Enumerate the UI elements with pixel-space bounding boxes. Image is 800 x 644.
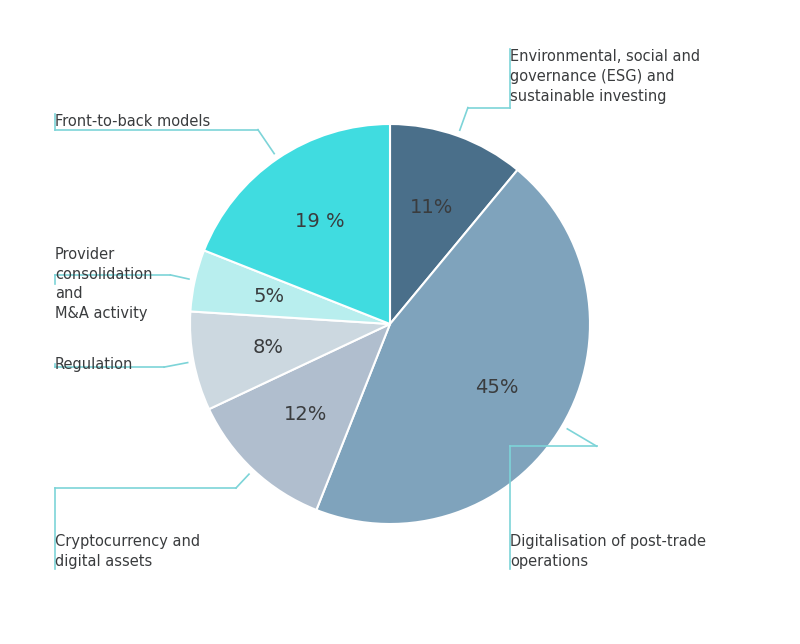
Text: Front-to-back models: Front-to-back models [55,114,210,129]
Text: Regulation: Regulation [55,357,134,372]
Text: 11%: 11% [410,198,454,217]
Text: Digitalisation of post-trade
operations: Digitalisation of post-trade operations [510,535,706,569]
Text: 19 %: 19 % [295,212,345,231]
Text: Environmental, social and
governance (ESG) and
sustainable investing: Environmental, social and governance (ES… [510,49,700,104]
Text: 5%: 5% [254,287,285,307]
Text: Provider
consolidation
and
M&A activity: Provider consolidation and M&A activity [55,247,153,321]
Text: Cryptocurrency and
digital assets: Cryptocurrency and digital assets [55,535,200,569]
Wedge shape [390,124,518,324]
Wedge shape [316,170,590,524]
Wedge shape [190,312,390,409]
Text: 8%: 8% [253,337,284,357]
Text: 45%: 45% [475,377,518,397]
Wedge shape [190,251,390,324]
Text: 12%: 12% [283,405,327,424]
Wedge shape [204,124,390,324]
Wedge shape [209,324,390,510]
